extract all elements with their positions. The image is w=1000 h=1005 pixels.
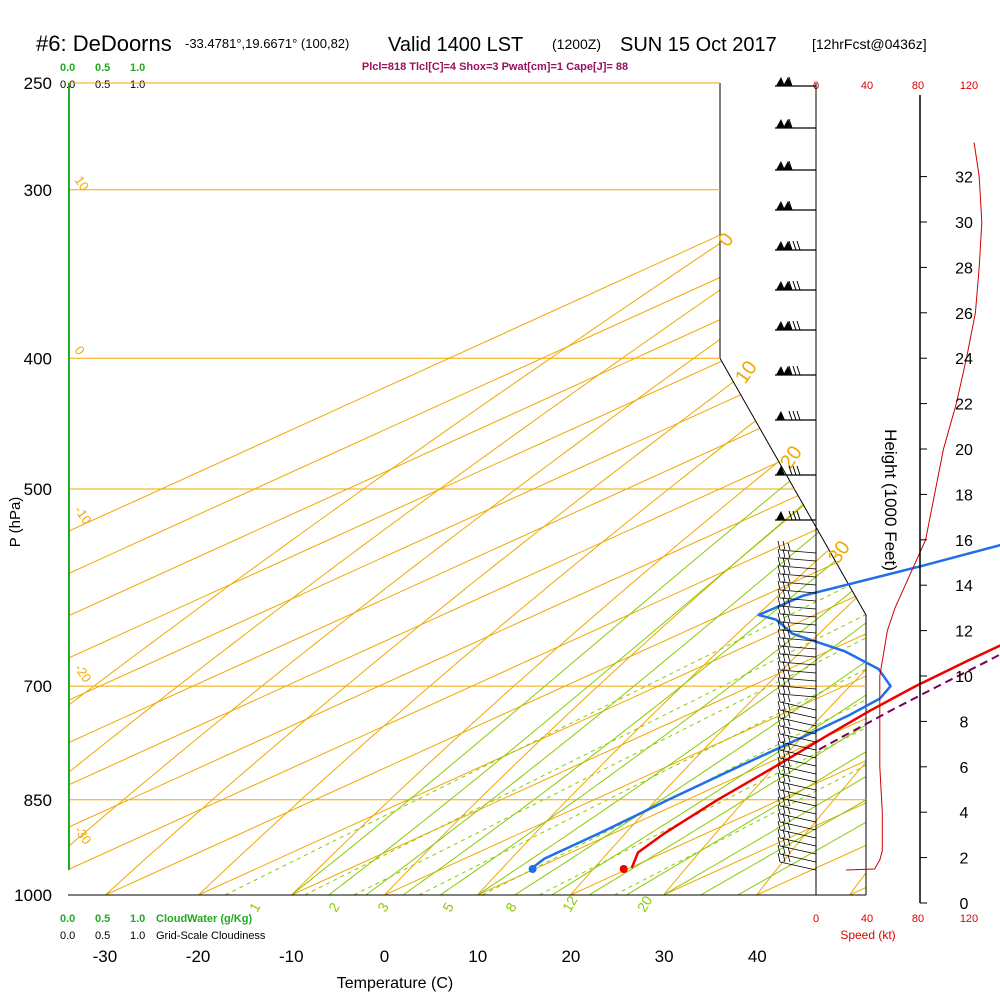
height-tick-label: 0 <box>960 896 969 913</box>
temperature-tick-label: -30 <box>93 947 118 966</box>
pressure-tick-label: 850 <box>24 791 52 810</box>
chart-title-zulu: (1200Z) <box>552 36 601 52</box>
speed-scale-top-1: 40 <box>861 80 873 92</box>
height-tick-label: 30 <box>955 215 973 232</box>
cloudwater-scale-0: 0.0 <box>60 62 75 74</box>
pressure-tick-label: 250 <box>24 74 52 93</box>
temperature-tick-label: 40 <box>748 947 767 966</box>
speed-scale-bottom-3: 120 <box>960 913 978 925</box>
cloudwater-label: CloudWater (g/Kg) <box>156 913 252 925</box>
stability-indices: Plcl=818 Tlcl[C]=4 Shox=3 Pwat[cm]=1 Cap… <box>362 61 628 73</box>
pressure-tick-label: 500 <box>24 480 52 499</box>
cloudiness-scale-0: 0.0 <box>60 79 75 91</box>
height-tick-label: 24 <box>955 351 973 368</box>
height-tick-label: 4 <box>960 805 969 822</box>
height-tick-label: 16 <box>955 533 973 550</box>
height-tick-label: 32 <box>955 170 973 187</box>
temperature-tick-label: 20 <box>561 947 580 966</box>
height-tick-label: 2 <box>960 851 969 868</box>
height-tick-label: 6 <box>960 760 969 777</box>
cloudiness-scale-bottom-0: 0.0 <box>60 930 75 942</box>
chart-title-coords: -33.4781°,19.6671° (100,82) <box>185 36 349 51</box>
cloudwater-scale-bottom-0: 0.0 <box>60 913 75 925</box>
pressure-tick-label: 300 <box>24 181 52 200</box>
speed-axis-label: Speed (kt) <box>840 928 895 942</box>
height-tick-label: 18 <box>955 487 973 504</box>
height-tick-label: 26 <box>955 306 973 323</box>
height-tick-label: 28 <box>955 260 973 277</box>
temperature-tick-label: -20 <box>186 947 211 966</box>
temperature-tick-label: 10 <box>468 947 487 966</box>
speed-scale-bottom-0: 0 <box>813 913 819 925</box>
chart-title-station: #6: DeDoorns <box>36 31 172 56</box>
cloudwater-scale-1: 0.5 <box>95 62 110 74</box>
temperature-tick-label: 30 <box>655 947 674 966</box>
height-tick-label: 20 <box>955 442 973 459</box>
cloudwater-scale-2: 1.0 <box>130 62 145 74</box>
height-tick-label: 12 <box>955 624 973 641</box>
speed-scale-top-3: 120 <box>960 80 978 92</box>
cloudiness-label: Grid-Scale Cloudiness <box>156 930 266 942</box>
height-tick-label: 14 <box>955 578 973 595</box>
cloudiness-scale-bottom-1: 0.5 <box>95 930 110 942</box>
chart-title-forecast: [12hrFcst@0436z] <box>812 36 927 52</box>
pressure-tick-label: 1000 <box>14 886 52 905</box>
cloudiness-scale-bottom-2: 1.0 <box>130 930 145 942</box>
temperature-tick-label: -10 <box>279 947 304 966</box>
cloudwater-scale-bottom-1: 0.5 <box>95 913 110 925</box>
height-tick-label: 8 <box>960 714 969 731</box>
pressure-tick-label: 400 <box>24 349 52 368</box>
cloudwater-scale-bottom-2: 1.0 <box>130 913 145 925</box>
cloudiness-scale-2: 1.0 <box>130 79 145 91</box>
chart-title-valid: Valid 1400 LST <box>388 34 523 56</box>
surface-dewpoint-dot <box>529 865 537 873</box>
cloudiness-scale-1: 0.5 <box>95 79 110 91</box>
height-axis-label: Height (1000 Feet) <box>881 429 900 571</box>
speed-scale-bottom-2: 80 <box>912 913 924 925</box>
pressure-tick-label: 700 <box>24 677 52 696</box>
x-axis-label: Temperature (C) <box>337 975 453 992</box>
chart-title-date: SUN 15 Oct 2017 <box>620 34 777 56</box>
height-tick-label: 22 <box>955 397 973 414</box>
y-axis-label: P (hPa) <box>7 497 24 548</box>
surface-temperature-dot <box>620 865 628 873</box>
temperature-tick-label: 0 <box>380 947 389 966</box>
speed-scale-top-2: 80 <box>912 80 924 92</box>
height-tick-label: 10 <box>955 669 973 686</box>
speed-scale-bottom-1: 40 <box>861 913 873 925</box>
